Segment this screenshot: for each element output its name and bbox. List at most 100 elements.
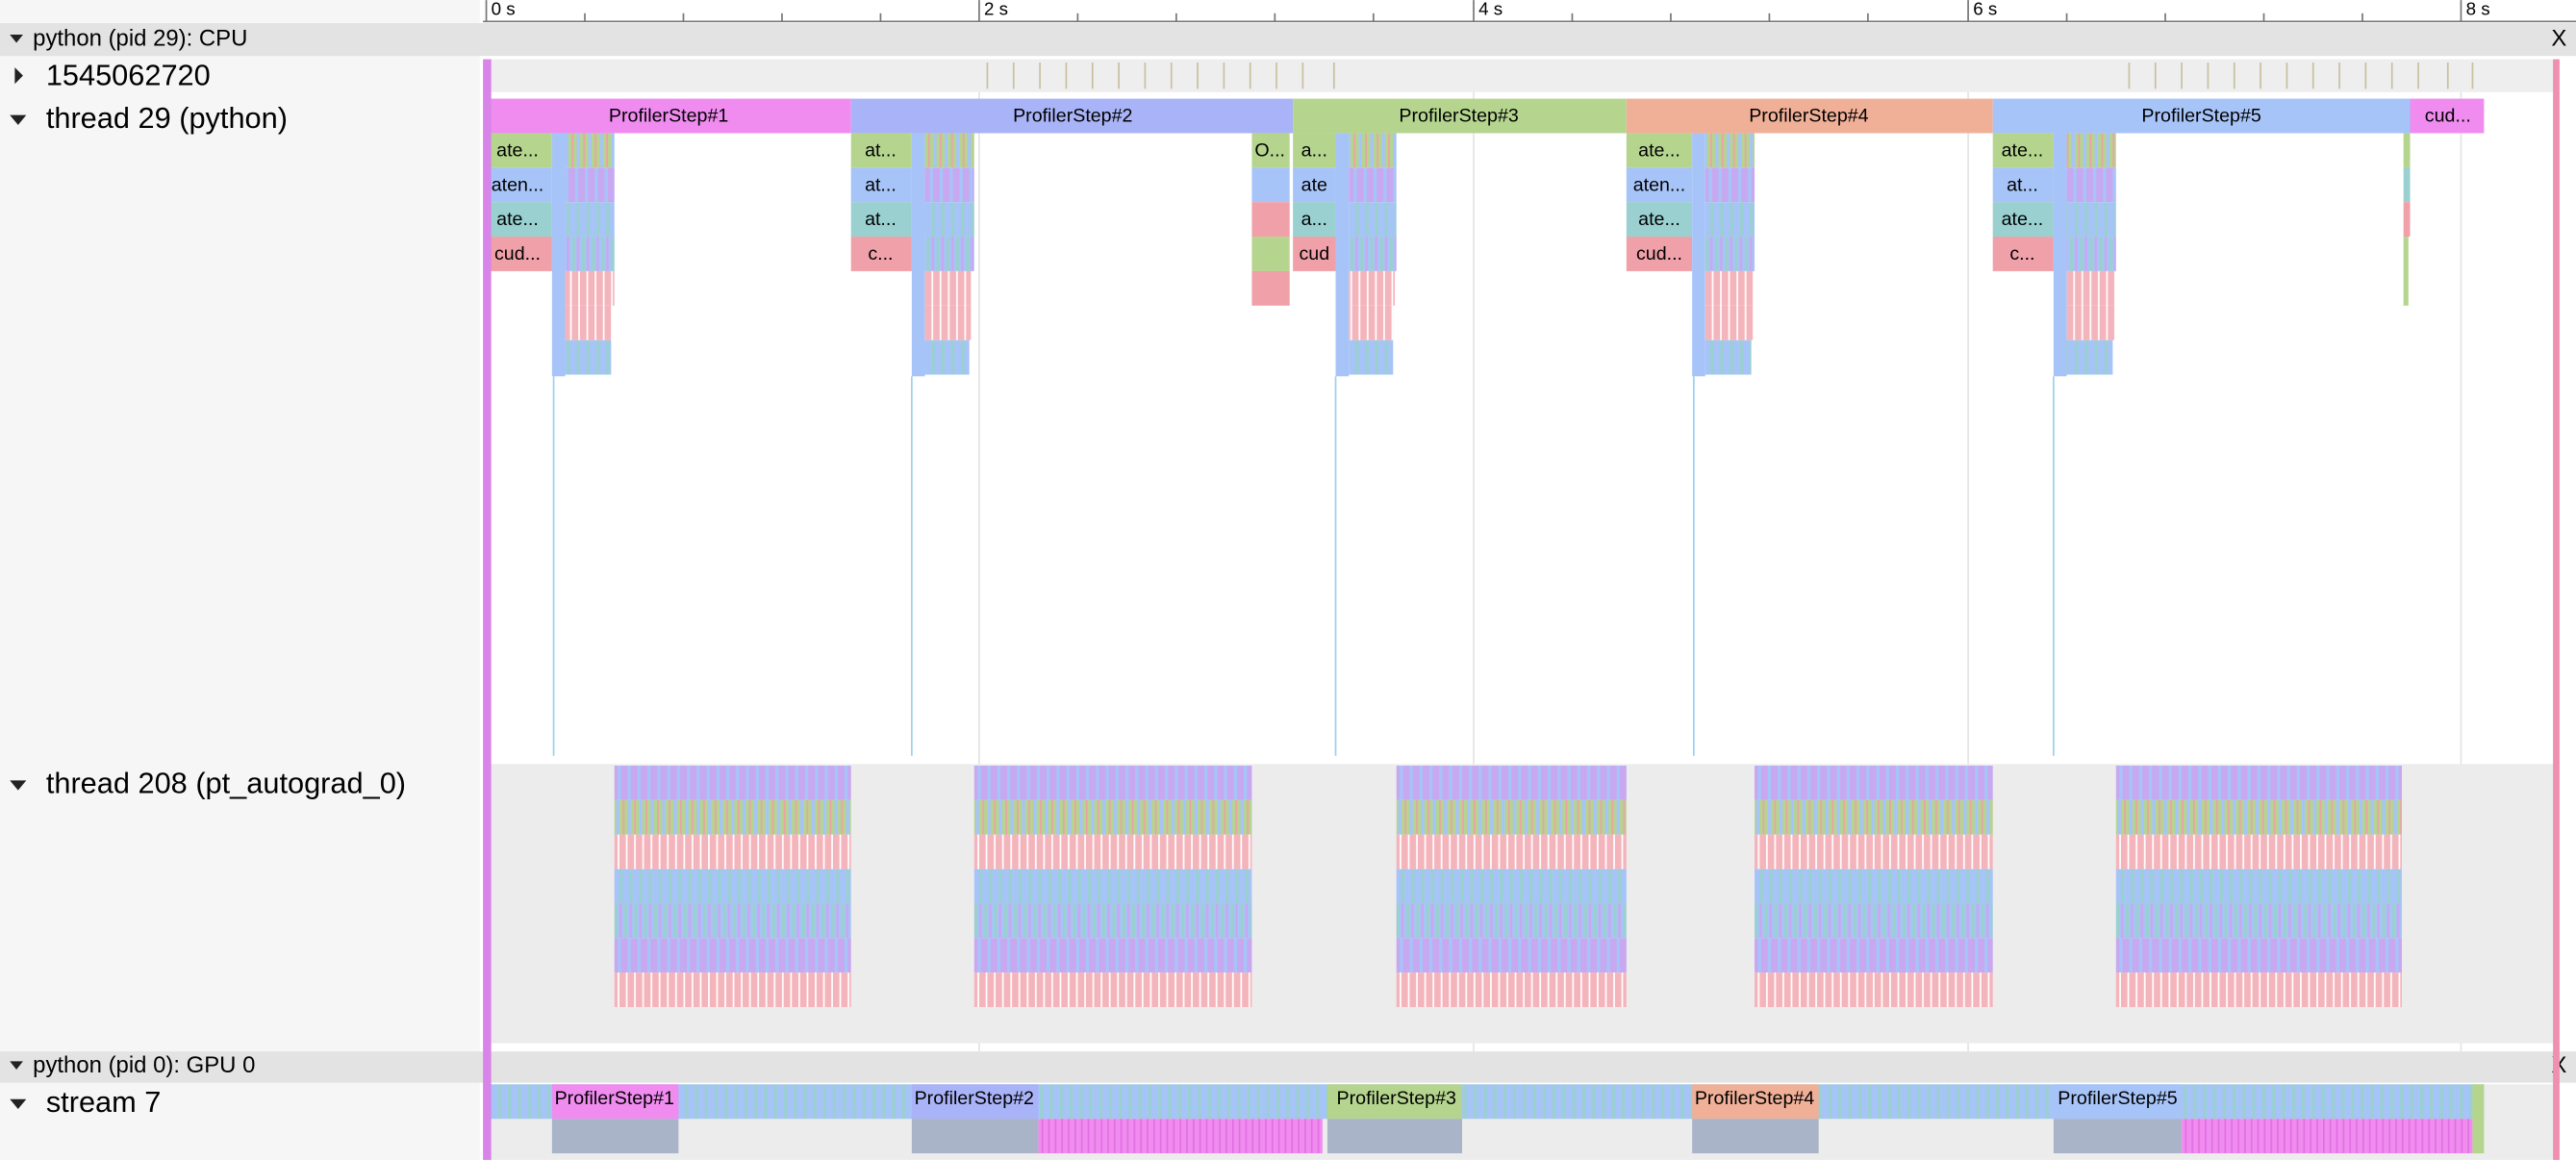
thread-name: 1545062720 xyxy=(46,59,211,92)
slice[interactable] xyxy=(484,133,552,168)
ruler-label: 6 s xyxy=(1973,0,1997,18)
slice-label: a... xyxy=(1301,209,1327,230)
slice[interactable] xyxy=(484,237,552,271)
slice[interactable] xyxy=(1293,98,1627,134)
slice[interactable] xyxy=(850,133,912,168)
process-header[interactable] xyxy=(0,23,2576,57)
slice[interactable] xyxy=(850,98,1294,134)
slice-stack xyxy=(551,133,566,377)
slice[interactable] xyxy=(2410,98,2485,134)
slice-label: ate... xyxy=(2002,209,2044,230)
slice[interactable] xyxy=(1692,1084,1819,1120)
slice-label: cud xyxy=(1299,243,1329,265)
slice-stack xyxy=(911,133,925,377)
thread-name: stream 7 xyxy=(46,1085,162,1119)
collapse-arrow[interactable] xyxy=(10,1098,27,1109)
slice-label: ate... xyxy=(496,209,539,230)
slice-label: ProfilerStep#3 xyxy=(1337,1088,1456,1109)
slice-label: at... xyxy=(865,139,897,161)
thread-track xyxy=(489,59,2557,92)
collapse-arrow[interactable] xyxy=(10,34,23,43)
ruler-label: 4 s xyxy=(1478,0,1503,18)
slice-label: ProfilerStep#1 xyxy=(555,1088,674,1109)
slice[interactable] xyxy=(1992,167,2054,203)
slice[interactable] xyxy=(484,98,851,134)
slice[interactable] xyxy=(1992,98,2411,134)
range-marker xyxy=(483,59,492,1160)
slice-stack xyxy=(2053,133,2067,377)
slice-label: cud... xyxy=(494,243,541,265)
slice[interactable] xyxy=(1326,1084,1463,1120)
slice-label: c... xyxy=(868,243,893,265)
slice[interactable] xyxy=(1626,98,1993,134)
slice[interactable] xyxy=(1293,133,1336,168)
slice-label: at... xyxy=(865,209,897,230)
slice-label: ate xyxy=(1301,174,1327,195)
slice[interactable] xyxy=(1293,167,1336,203)
close-button[interactable]: X xyxy=(2551,25,2566,51)
slice[interactable] xyxy=(551,1084,679,1120)
counter-ticks xyxy=(986,63,2474,89)
slice-label: ProfilerStep#4 xyxy=(1695,1088,1814,1109)
slice-label: ate... xyxy=(1638,139,1680,161)
slice[interactable] xyxy=(1626,237,1693,271)
thread-name: thread 208 (pt_autograd_0) xyxy=(46,767,406,800)
slice-label: ProfilerStep#2 xyxy=(915,1088,1034,1109)
slice[interactable] xyxy=(850,167,912,203)
slice-label: at... xyxy=(2007,174,2038,195)
slice-label: ProfilerStep#2 xyxy=(1013,106,1132,127)
ruler-label: 2 s xyxy=(984,0,1008,18)
slice-stack xyxy=(1692,133,1705,377)
thread-name: thread 29 (python) xyxy=(46,101,288,135)
slice-label: ProfilerStep#5 xyxy=(2141,106,2260,127)
slice[interactable] xyxy=(850,237,912,271)
label-panel xyxy=(0,0,480,1160)
slice-label: ate... xyxy=(2002,139,2044,161)
slice[interactable] xyxy=(2053,1084,2183,1120)
slice[interactable] xyxy=(1626,133,1693,168)
slice-label: c... xyxy=(2009,243,2034,265)
slice-stack xyxy=(1335,133,1350,377)
range-marker xyxy=(2553,59,2560,1160)
slice[interactable] xyxy=(1251,133,1290,168)
slice-label: a... xyxy=(1301,139,1327,161)
slice[interactable] xyxy=(484,167,552,203)
dense-slices xyxy=(614,765,2402,1008)
slice[interactable] xyxy=(484,202,552,238)
slice-label: ProfilerStep#4 xyxy=(1749,106,1868,127)
slice[interactable] xyxy=(1626,202,1693,238)
slice[interactable] xyxy=(911,1084,1039,1120)
slices: ProfilerStep#1 ProfilerStep#2 ProfilerSt… xyxy=(484,98,2485,756)
collapse-arrow[interactable] xyxy=(10,780,27,791)
slice[interactable] xyxy=(1293,237,1336,271)
slice[interactable] xyxy=(1293,202,1336,238)
slice-label: aten... xyxy=(1633,174,1686,195)
slice[interactable] xyxy=(1626,167,1693,203)
slice-label: ProfilerStep#5 xyxy=(2058,1088,2177,1109)
ruler: 0 s 2 s 4 s 6 s 8 s xyxy=(483,0,2576,23)
ruler-label: 8 s xyxy=(2466,0,2490,18)
slice-label: ate... xyxy=(1638,209,1680,230)
ruler-label: 0 s xyxy=(492,0,516,18)
collapse-arrow[interactable] xyxy=(10,1061,23,1070)
slice-label: ate... xyxy=(496,139,539,161)
process-title: python (pid 29): CPU xyxy=(33,25,247,51)
process-title: python (pid 0): GPU 0 xyxy=(33,1052,255,1078)
slice[interactable] xyxy=(1992,133,2054,168)
gpu-slices: ProfilerStep#1 ProfilerStep#2 ProfilerSt… xyxy=(484,1084,2485,1154)
slice-label: cud... xyxy=(1636,243,1682,265)
collapse-arrow[interactable] xyxy=(10,114,27,125)
slice-label: at... xyxy=(865,174,897,195)
slice[interactable] xyxy=(1992,237,2054,271)
slice-label: O... xyxy=(1254,139,1285,161)
slice-label: aten... xyxy=(492,174,544,195)
process-header[interactable] xyxy=(0,1051,2576,1083)
slice-label: ProfilerStep#1 xyxy=(609,106,728,127)
slice-label: ProfilerStep#3 xyxy=(1399,106,1518,127)
slice[interactable] xyxy=(1992,202,2054,238)
expand-arrow[interactable] xyxy=(14,67,23,85)
slice[interactable] xyxy=(850,202,912,238)
slice-label: cud... xyxy=(2425,106,2471,127)
